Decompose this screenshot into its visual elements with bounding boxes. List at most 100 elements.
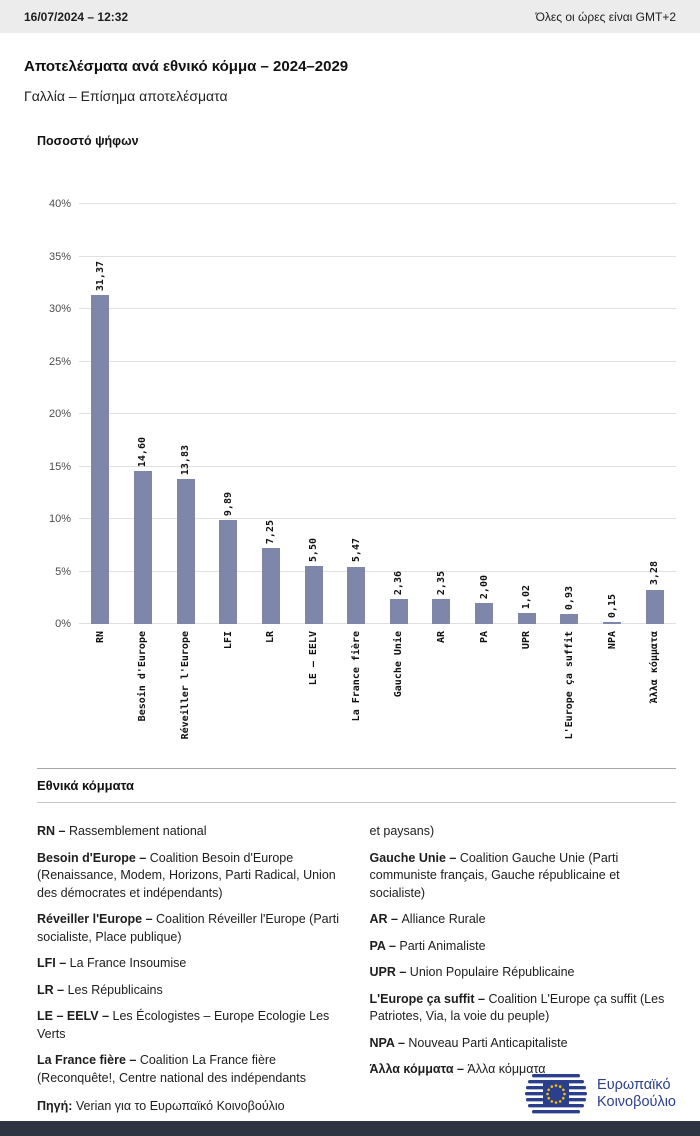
bar xyxy=(432,599,451,624)
gridline xyxy=(79,308,676,309)
legend-bottom-rule xyxy=(37,802,676,803)
bar-slot: 1,02 xyxy=(505,204,548,624)
bar-slot: 2,35 xyxy=(420,204,463,624)
bar xyxy=(304,566,323,624)
european-parliament-logo: Ευρωπαϊκό Κοινοβούλιο xyxy=(525,1073,676,1115)
x-tick-slot: Άλλα κόμματα xyxy=(633,624,676,762)
bar xyxy=(389,599,408,624)
bar-slot: 2,36 xyxy=(377,204,420,624)
legend-term: Besoin d'Europe – xyxy=(37,850,150,865)
bar-value-label: 2,00 xyxy=(478,574,490,599)
legend-item: Réveiller l'Europe – Coalition Réveiller… xyxy=(37,912,340,944)
datetime-label: 16/07/2024 – 12:32 xyxy=(24,9,129,24)
y-tick-label: 10% xyxy=(48,513,71,525)
gridline xyxy=(79,360,676,362)
y-tick-label: 15% xyxy=(48,460,71,473)
gridline xyxy=(79,465,676,467)
x-tick-slot: Réveiller l'Europe xyxy=(164,624,207,762)
page-title: Αποτελέσματα ανά εθνικό κόμμα – 2024–202… xyxy=(24,58,349,75)
bottom-bar xyxy=(0,1121,700,1136)
legend-section: Εθνικά κόμματα RN – Rassemblement nation… xyxy=(24,768,676,1096)
x-tick-label: Gauche Unie xyxy=(393,631,405,698)
legend-item: AR – Alliance Rurale xyxy=(369,912,486,926)
bar-value-label: 2,36 xyxy=(393,571,405,596)
legend-item: LE – EELV – Les Écologistes – Europe Eco… xyxy=(37,1009,330,1041)
bar-slot: 5,47 xyxy=(335,204,378,624)
legend-term: Réveiller l'Europe – xyxy=(37,912,156,926)
bar-slot: 14,60 xyxy=(122,204,165,624)
y-tick-label: 5% xyxy=(55,565,71,578)
legend-term: PA – xyxy=(369,938,400,953)
legend-term: LE – EELV – xyxy=(37,1009,113,1023)
bar-value-label: 2,35 xyxy=(435,571,447,596)
bar-value-label: 9,89 xyxy=(222,492,234,517)
bar-slot: 13,83 xyxy=(164,204,207,624)
x-tick-slot: LFI xyxy=(207,624,250,762)
gridline xyxy=(79,518,676,519)
x-tick-label: Άλλα κόμματα xyxy=(649,631,661,704)
x-tick-label: LR xyxy=(265,631,277,644)
page-subtitle: Γαλλία – Επίσημα αποτελέσματα xyxy=(24,88,228,104)
y-tick-label: 20% xyxy=(48,408,71,420)
x-tick-label: LE – EELV xyxy=(308,631,320,686)
bar xyxy=(560,614,579,624)
x-tick-slot: UPR xyxy=(505,624,548,762)
bar-value-label: 1,02 xyxy=(521,585,533,610)
bar-value-label: 0,15 xyxy=(606,594,618,619)
y-tick-label: 35% xyxy=(48,250,71,263)
x-tick-slot: Besoin d'Europe xyxy=(122,624,165,762)
legend-item: Besoin d'Europe – Coalition Besoin d'Eur… xyxy=(37,850,336,900)
timezone-note: Όλες οι ώρες είναι GMT+2 xyxy=(535,9,676,24)
legend-item: UPR – Union Populaire Républicaine xyxy=(369,965,575,979)
legend-term: Gauche Unie – xyxy=(369,850,460,865)
x-tick-label: NPA xyxy=(606,631,618,650)
x-tick-slot: L'Europe ça suffit xyxy=(548,624,591,762)
legend-columns: RN – Rassemblement national Besoin d'Euro… xyxy=(37,823,676,1096)
legend-term: RN – xyxy=(37,824,69,838)
ep-logo-line1: Ευρωπαϊκό xyxy=(597,1076,671,1093)
legend-item: Άλλα κόμματα – Άλλα κόμματα xyxy=(369,1062,546,1076)
bar-slot: 9,89 xyxy=(207,204,250,624)
bar-slot: 2,00 xyxy=(463,204,506,624)
source-text: Verian για το Ευρωπαϊκό Κοινοβούλιο xyxy=(72,1099,285,1113)
x-tick-label: L'Europe ça suffit xyxy=(563,631,575,740)
bars-row: 31,37 14,60 13,83 9,89 7,25 5,50 5,47 2,36 2,35 2… xyxy=(79,204,676,624)
ep-logo-text: Ευρωπαϊκό Κοινοβούλιο xyxy=(597,1077,676,1111)
x-tick-slot: La France fière xyxy=(335,624,378,762)
legend-heading: Εθνικά κόμματα xyxy=(37,778,135,793)
legend-term: UPR – xyxy=(369,965,410,979)
gridline xyxy=(79,413,676,414)
legend-top-rule xyxy=(37,768,676,769)
legend-term: L'Europe ça suffit – xyxy=(369,991,489,1006)
bar-value-label: 0,93 xyxy=(563,586,575,611)
bar xyxy=(91,294,110,624)
bar-slot: 0,93 xyxy=(548,204,591,624)
source-line: Πηγή: Verian για το Ευρωπαϊκό Κοινοβούλι… xyxy=(37,1099,285,1115)
bar-value-label: 5,47 xyxy=(350,538,362,563)
x-tick-label: UPR xyxy=(521,631,533,650)
y-tick-label: 0% xyxy=(55,618,71,630)
bar-value-label: 3,28 xyxy=(649,561,661,586)
bar-value-label: 31,37 xyxy=(94,260,106,291)
legend-term: LFI – xyxy=(37,956,70,970)
bar-value-label: 5,50 xyxy=(308,538,320,563)
bar-slot: 5,50 xyxy=(292,204,335,624)
main-content: Αποτελέσματα ανά εθνικό κόμμα – 2024–202… xyxy=(0,58,700,1096)
x-tick-slot: AR xyxy=(420,624,463,762)
legend-term: AR – xyxy=(369,912,402,926)
legend-item: PA – Parti Animaliste xyxy=(369,938,486,953)
x-tick-slot: Gauche Unie xyxy=(377,624,420,762)
ep-hemicycle-flag-icon xyxy=(525,1074,588,1114)
plot-area: 0% 5% 10% 15% 20% 25% 30% 35% 40% 31,37 14,60 13,83… xyxy=(49,198,676,630)
x-tick-label: AR xyxy=(435,631,447,644)
x-axis: RN Besoin d'Europe Réveiller l'Europe LFI LR… xyxy=(79,624,676,762)
legend-term: La France fière – xyxy=(37,1053,140,1067)
chart-section: Ποσοστό ψήφων 0% 5% 10% 15% 20% 25% 30% 35% 40% 3… xyxy=(24,134,676,762)
x-tick-label: RN xyxy=(94,631,106,644)
legend-term: NPA – xyxy=(369,1035,409,1050)
x-tick-label: Besoin d'Europe xyxy=(137,631,149,722)
top-bar: 16/07/2024 – 12:32 Όλες οι ώρες είναι GM… xyxy=(0,0,700,33)
bar-slot: 31,37 xyxy=(79,204,122,624)
legend-item: RN – Rassemblement national xyxy=(37,824,207,838)
bar xyxy=(475,603,494,624)
